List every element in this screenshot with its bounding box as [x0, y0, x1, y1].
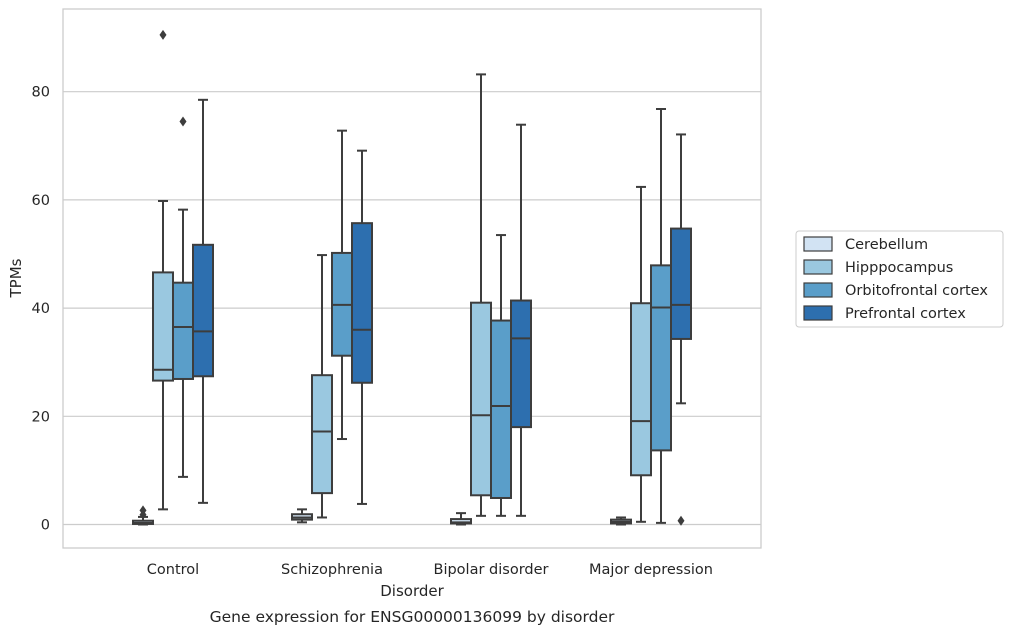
y-tick-label: 20 [32, 409, 50, 425]
box [291, 508, 313, 524]
y-tick-label: 0 [41, 518, 50, 534]
box-iqr [630, 302, 652, 477]
box-iqr [192, 243, 214, 378]
outlier-point [179, 116, 187, 127]
outlier-point [139, 509, 147, 520]
outlier-point [159, 29, 167, 40]
box-iqr [670, 227, 692, 340]
box [172, 116, 194, 478]
box [152, 29, 174, 511]
x-axis-label: Disorder [380, 582, 444, 600]
y-tick-label: 60 [32, 193, 50, 209]
series-prefrontal-cortex [192, 98, 692, 526]
series-cerebellum [132, 505, 632, 526]
x-tick-label: Major depression [589, 562, 713, 578]
legend-swatch [803, 305, 833, 321]
outlier-point [677, 515, 685, 526]
x-tick-label: Schizophrenia [281, 562, 383, 578]
box [510, 123, 532, 517]
box [650, 108, 672, 524]
x-tick-label: Bipolar disorder [434, 562, 549, 578]
box-iqr [490, 319, 512, 499]
box [192, 98, 214, 504]
legend-items: Cerebellum Hipppocampus Orbitofrontal cort… [803, 236, 988, 322]
x-axis-ticks: Control Schizophrenia Bipolar disorder Majo… [147, 562, 713, 578]
y-axis-label: TPMs [7, 258, 25, 298]
legend-label: Orbitofrontal cortex [845, 283, 988, 299]
legend-swatch [803, 236, 833, 252]
box [311, 254, 333, 519]
box [630, 185, 652, 523]
box-iqr [311, 374, 333, 495]
box [670, 133, 692, 526]
box-iqr [650, 264, 672, 452]
box [331, 129, 353, 441]
box-iqr [172, 281, 194, 380]
legend-label: Hipppocampus [845, 260, 953, 276]
y-axis-ticks: 0 20 40 60 80 [32, 85, 50, 534]
box-iqr [351, 222, 373, 384]
legend-swatch [803, 259, 833, 275]
chart-caption: Gene expression for ENSG00000136099 by d… [210, 608, 615, 626]
box-iqr [510, 299, 532, 429]
legend-frame [795, 230, 1004, 328]
box [450, 512, 472, 526]
legend: Cerebellum Hipppocampus Orbitofrontal cort… [795, 230, 1004, 328]
box-iqr [152, 271, 174, 382]
box [351, 149, 373, 505]
x-tick-label: Control [147, 562, 199, 578]
legend-swatch [803, 282, 833, 298]
y-tick-label: 80 [32, 85, 50, 101]
box [132, 505, 154, 526]
box-iqr [450, 518, 472, 525]
legend-label: Cerebellum [845, 237, 928, 253]
box [610, 516, 632, 526]
box-iqr [470, 301, 492, 497]
box [470, 73, 492, 517]
legend-label: Prefrontal cortex [845, 306, 966, 322]
series-hipppocampus [152, 29, 652, 523]
y-tick-label: 40 [32, 301, 50, 317]
box-series [132, 29, 692, 526]
plot-area-frame [62, 8, 762, 549]
